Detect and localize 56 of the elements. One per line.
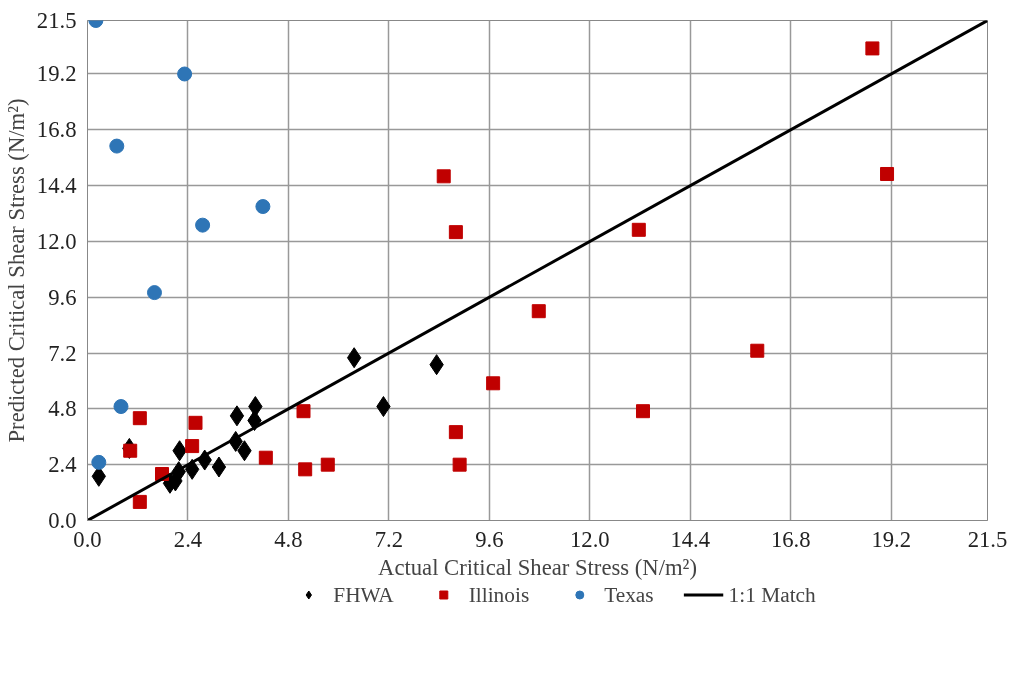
point — [448, 225, 463, 240]
point — [436, 169, 451, 184]
y-tick-label: 7.2 — [48, 340, 77, 366]
legend-label: Texas — [604, 582, 654, 607]
point — [865, 41, 880, 56]
point — [258, 450, 273, 465]
legend-label: FHWA — [333, 582, 394, 607]
point — [880, 166, 895, 181]
point — [123, 443, 138, 458]
point — [346, 347, 362, 369]
point — [185, 439, 200, 454]
point — [177, 66, 193, 82]
point — [448, 425, 463, 440]
y-tick-label: 4.8 — [48, 396, 77, 422]
y-tick-label: 16.8 — [36, 117, 77, 143]
point — [452, 457, 467, 472]
x-tick-label: 12.0 — [570, 526, 610, 552]
point — [109, 138, 125, 154]
legend-label: Illinois — [468, 582, 530, 607]
point — [320, 457, 335, 472]
x-tick-label: 2.4 — [173, 526, 203, 552]
point — [296, 404, 311, 419]
point — [635, 404, 650, 419]
point — [247, 410, 262, 431]
x-tick-label: 21.5 — [967, 526, 1008, 552]
point — [184, 458, 200, 480]
x-tick-label: 19.2 — [871, 526, 912, 552]
y-tick-label: 2.4 — [48, 452, 77, 478]
point — [211, 456, 227, 478]
point — [132, 494, 147, 509]
point — [531, 304, 546, 319]
point — [255, 199, 271, 215]
y-tick-label: 12.0 — [36, 228, 77, 254]
point — [132, 411, 147, 426]
y-tick-label: 19.2 — [36, 61, 77, 87]
point — [195, 217, 211, 233]
x-tick-label: 14.4 — [670, 526, 711, 552]
y-tick-label: 14.4 — [36, 173, 77, 199]
legend-label: 1:1 Match — [728, 582, 816, 607]
point — [229, 405, 245, 427]
point — [146, 285, 162, 301]
x-tick-label: 16.8 — [770, 526, 811, 552]
y-axis-title: Predicted Critical Shear Stress (N/m²) — [3, 98, 29, 443]
point — [631, 222, 646, 237]
point — [113, 399, 129, 415]
y-tick-label: 21.5 — [36, 8, 77, 33]
point — [750, 343, 765, 358]
point — [486, 376, 501, 391]
x-axis-title: Actual Critical Shear Stress (N/m²) — [378, 554, 697, 580]
point — [188, 415, 203, 430]
x-tick-label: 9.6 — [475, 526, 504, 552]
y-tick-label: 9.6 — [48, 284, 77, 310]
x-tick-label: 7.2 — [374, 526, 404, 552]
point — [298, 462, 313, 477]
point — [91, 454, 107, 470]
x-tick-label: 4.8 — [274, 526, 303, 552]
